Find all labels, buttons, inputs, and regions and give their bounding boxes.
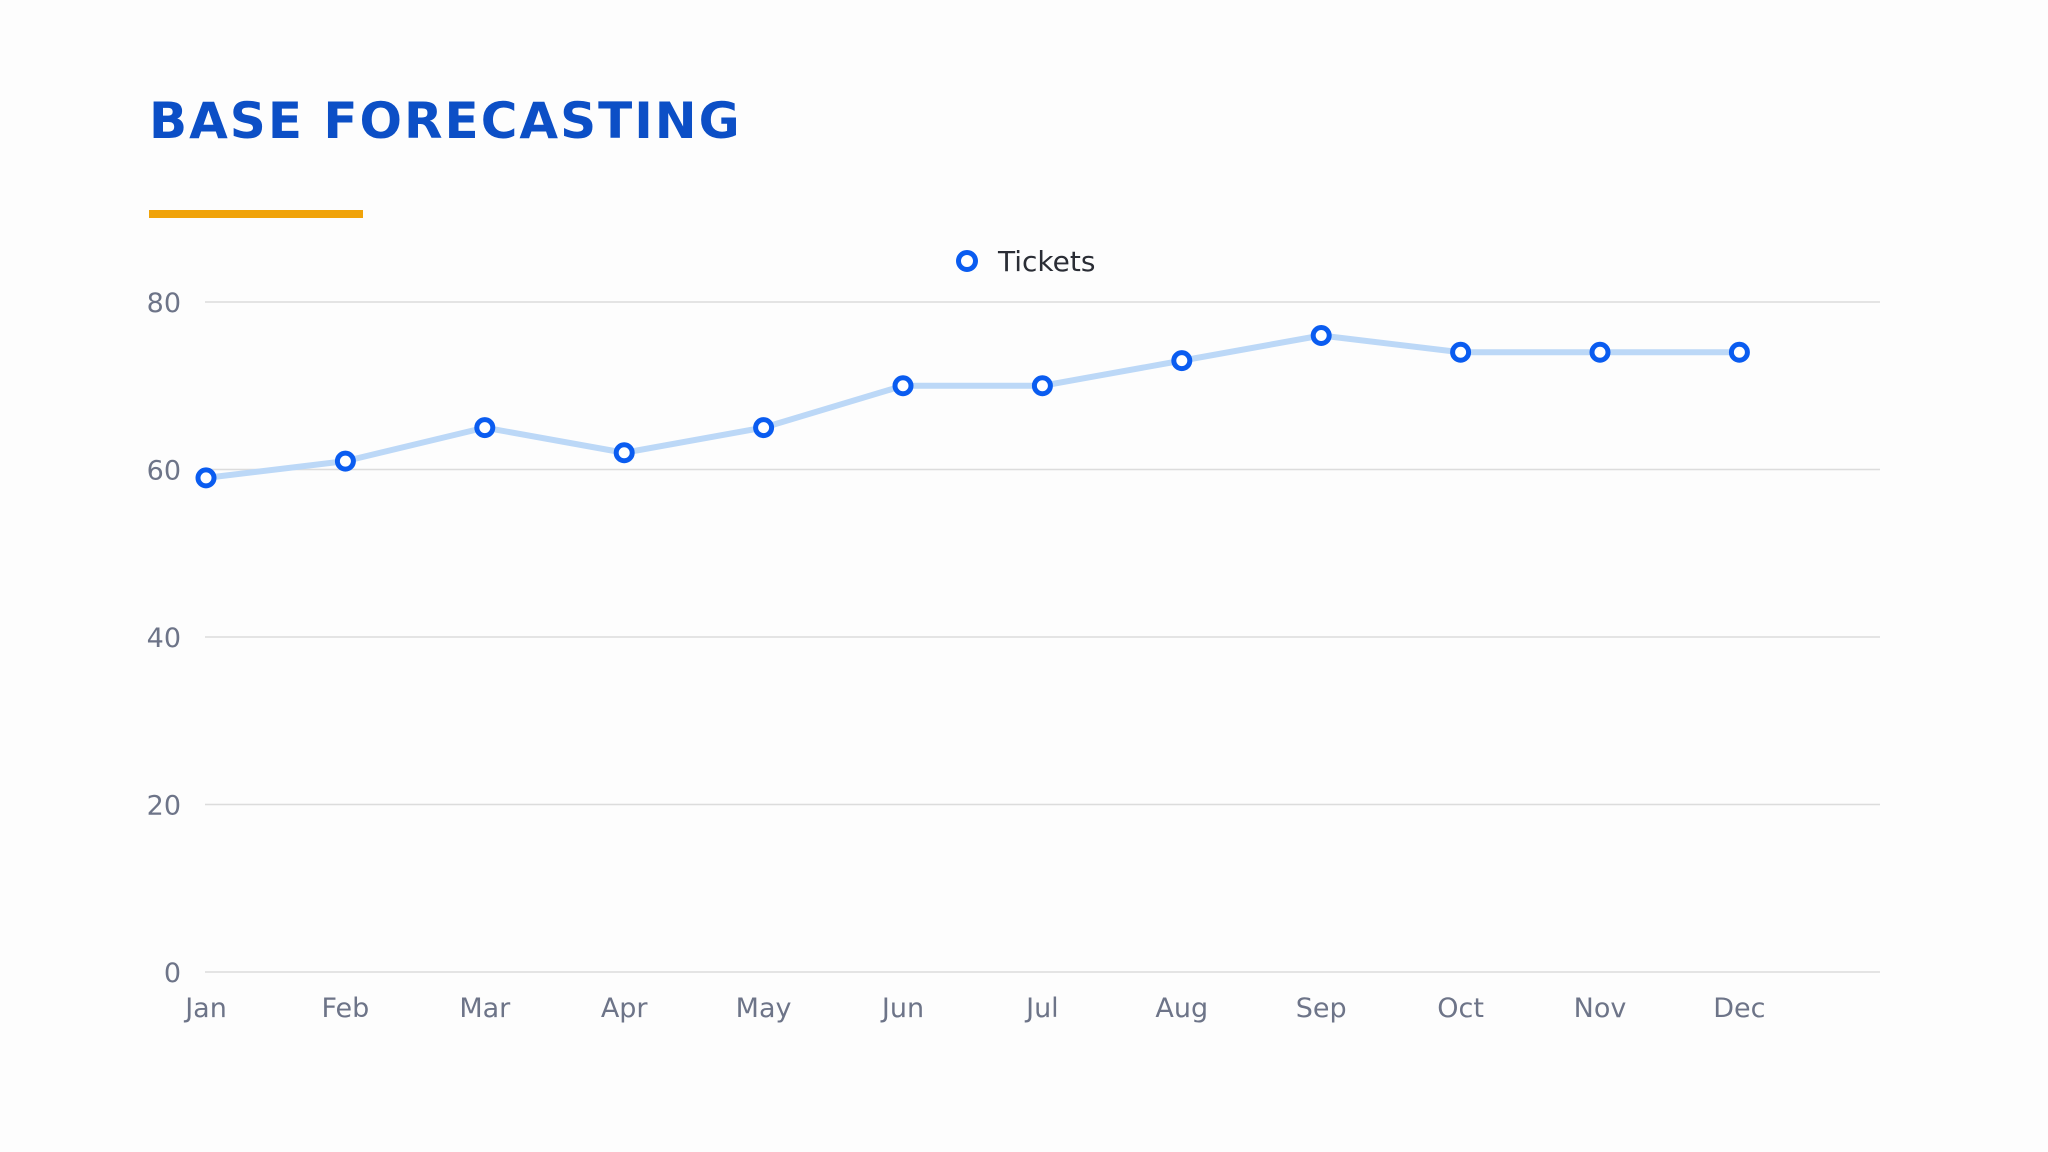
data-point: [1728, 341, 1750, 363]
x-tick-label: Oct: [1437, 993, 1484, 1024]
data-point: [195, 467, 217, 489]
data-point: [1450, 341, 1472, 363]
x-tick-label: May: [736, 993, 792, 1024]
x-axis-tick-labels: Jan Feb Mar Apr May Jun Jul Aug Sep Oct Nov Dec: [183, 993, 1765, 1024]
y-tick-label: 80: [147, 288, 181, 319]
data-point: [892, 375, 914, 397]
x-tick-label: Apr: [601, 993, 649, 1024]
data-point: [474, 417, 496, 439]
y-tick-label: 60: [147, 456, 181, 487]
legend-label-tickets: Tickets: [997, 245, 1095, 278]
x-tick-label: Jan: [183, 993, 227, 1024]
y-axis-tick-labels: 0 20 40 60 80: [147, 288, 181, 989]
data-point: [1031, 375, 1053, 397]
data-point: [613, 442, 635, 464]
data-point: [1589, 341, 1611, 363]
x-tick-label: Nov: [1574, 993, 1627, 1024]
series-line: [203, 332, 1743, 481]
legend-marker: [956, 250, 978, 272]
x-tick-label: Jun: [880, 993, 924, 1024]
x-tick-label: Aug: [1155, 993, 1208, 1024]
legend: Tickets: [956, 245, 1095, 278]
grid-lines: [205, 301, 1880, 973]
series-tickets: [195, 325, 1750, 489]
x-tick-label: Dec: [1713, 993, 1765, 1024]
page-title: BASE FORECASTING: [149, 92, 742, 150]
x-tick-label: Jul: [1024, 993, 1059, 1024]
y-tick-label: 20: [147, 791, 181, 822]
y-tick-label: 0: [164, 958, 181, 989]
x-tick-label: Sep: [1296, 993, 1347, 1024]
data-point: [753, 417, 775, 439]
data-point: [1310, 325, 1332, 346]
x-tick-label: Feb: [321, 993, 369, 1024]
title-accent-bar: [149, 210, 363, 218]
data-point: [1171, 350, 1193, 372]
data-point: [334, 450, 356, 472]
x-tick-label: Mar: [459, 993, 511, 1024]
y-tick-label: 40: [147, 623, 181, 654]
